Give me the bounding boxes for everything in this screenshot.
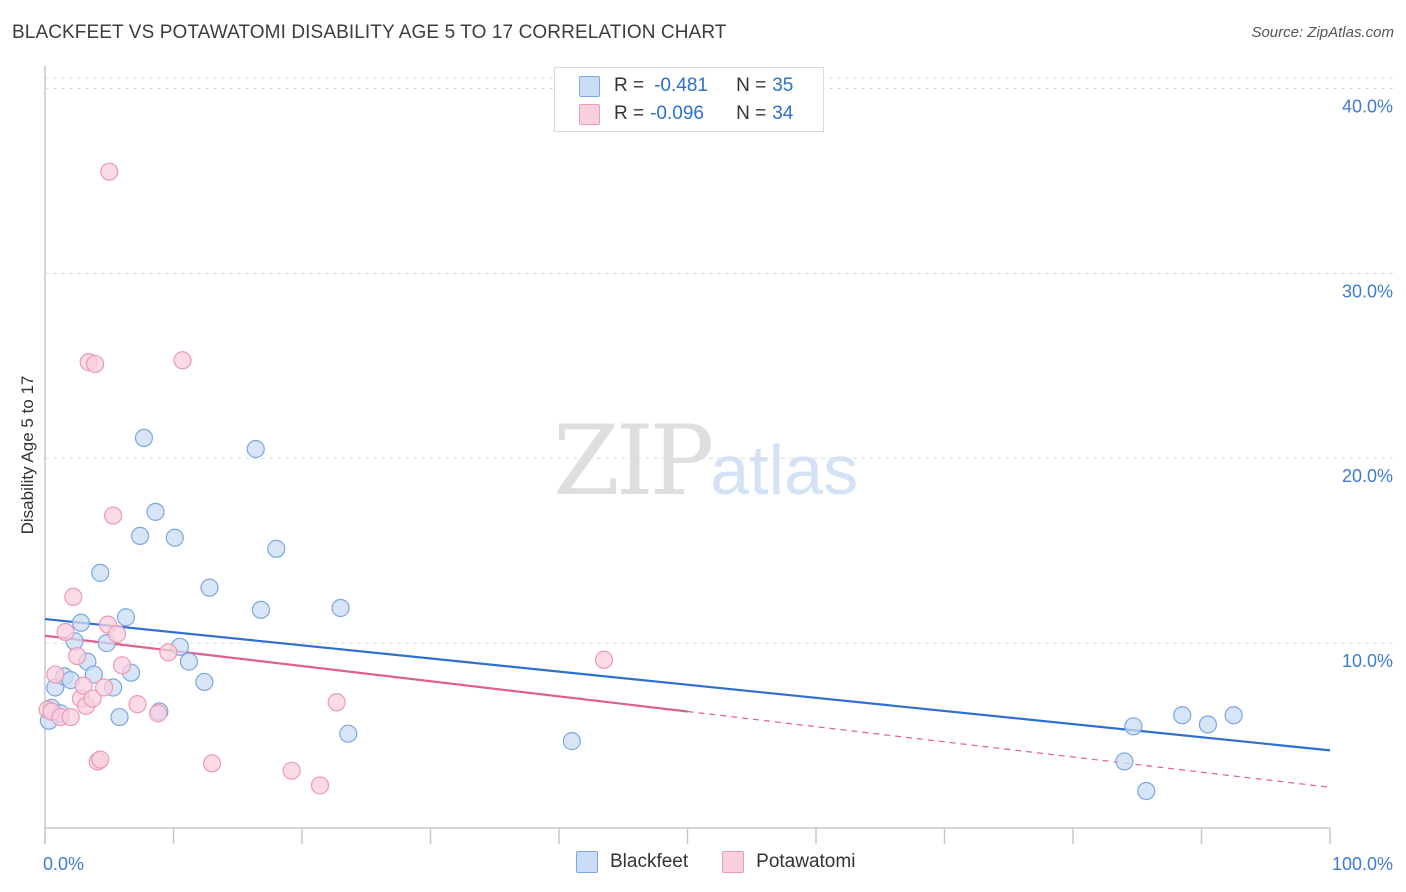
potawatomi-point xyxy=(56,622,75,642)
potawatomi-point xyxy=(95,678,114,697)
r-value: -0.481 xyxy=(654,75,708,96)
potawatomi-point xyxy=(173,351,192,370)
blackfeet-point xyxy=(1115,752,1134,771)
blackfeet-swatch xyxy=(579,75,600,97)
n-label: N = xyxy=(736,103,767,124)
legend-label: Blackfeet xyxy=(610,851,689,872)
potawatomi-point xyxy=(282,761,301,780)
n-value: 34 xyxy=(772,103,794,124)
blackfeet-point xyxy=(1224,706,1243,725)
blackfeet-point xyxy=(1198,715,1218,734)
watermark-zip: ZIP xyxy=(553,405,714,517)
r-label: R = xyxy=(614,75,645,96)
n-value: 35 xyxy=(772,75,794,96)
legend-item-potawatomi[interactable]: Potawatomi xyxy=(722,851,855,873)
potawatomi-point xyxy=(310,776,330,795)
blackfeet-point xyxy=(331,598,350,618)
legend-row-potawatomi: R = -0.096 N = 34 xyxy=(579,101,793,127)
potawatomi-point xyxy=(128,695,147,714)
gridlines xyxy=(45,77,1393,644)
source-label: Source: ZipAtlas.com xyxy=(1251,24,1394,41)
legend-row-blackfeet: R = -0.481 N = 35 xyxy=(579,73,793,99)
blackfeet-point xyxy=(1173,706,1192,725)
potawatomi-point xyxy=(148,704,168,723)
y-tick-label: 30.0% xyxy=(1342,281,1393,301)
tick-labels: 10.0% 20.0% 30.0% 40.0% 0.0% 100.0% xyxy=(43,96,1393,874)
blackfeet-point xyxy=(562,732,581,751)
r-value: -0.096 xyxy=(650,103,704,124)
blackfeet-point xyxy=(1137,781,1156,801)
watermark: ZIPatlas xyxy=(553,405,858,517)
blackfeet-point xyxy=(267,539,286,558)
potawatomi-point xyxy=(112,656,132,675)
blackfeet-point xyxy=(134,428,154,448)
potawatomi-trend-line xyxy=(44,634,688,713)
blackfeet-point xyxy=(110,707,129,727)
n-label: N = xyxy=(736,75,767,96)
blackfeet-point xyxy=(146,502,165,521)
blackfeet-point xyxy=(339,724,358,743)
legend-item-blackfeet[interactable]: Blackfeet xyxy=(576,851,688,873)
potawatomi-point xyxy=(74,676,93,695)
blackfeet-swatch xyxy=(576,851,598,873)
potawatomi-point xyxy=(594,650,614,669)
trend-lines xyxy=(44,617,1331,788)
potawatomi-point xyxy=(327,693,346,712)
blackfeet-trend-line xyxy=(44,617,1331,752)
series-legend: Blackfeet Potawatomi xyxy=(576,851,889,873)
potawatomi-swatch xyxy=(722,851,745,873)
blackfeet-point xyxy=(71,613,91,632)
potawatomi-swatch xyxy=(579,103,600,125)
blackfeet-point xyxy=(130,526,150,545)
y-tick-label: 20.0% xyxy=(1342,466,1393,486)
blackfeet-point xyxy=(116,608,136,627)
potawatomi-trend-line-extension xyxy=(687,710,1331,788)
blackfeet-point xyxy=(84,665,103,684)
potawatomi-point xyxy=(83,689,102,708)
blackfeet-point xyxy=(179,652,199,671)
blackfeet-point xyxy=(200,578,219,597)
chart-title: BLACKFEET VS POTAWATOMI DISABILITY AGE 5… xyxy=(12,22,727,43)
y-tick-label: 40.0% xyxy=(1342,96,1393,116)
blackfeet-point xyxy=(165,528,184,547)
y-tick-label: 10.0% xyxy=(1342,651,1393,671)
blackfeet-point xyxy=(195,672,214,692)
data-points xyxy=(38,162,1243,801)
potawatomi-point xyxy=(104,506,123,525)
x-tick-label: 0.0% xyxy=(43,854,84,874)
x-tick-label: 100.0% xyxy=(1332,854,1393,874)
potawatomi-point xyxy=(159,643,178,662)
r-label: R = xyxy=(614,103,645,124)
legend-label: Potawatomi xyxy=(756,851,856,872)
blackfeet-point xyxy=(246,439,265,459)
potawatomi-point xyxy=(61,707,80,727)
potawatomi-point xyxy=(100,162,119,181)
stats-legend: R = -0.481 N = 35 R = -0.096 N = 34 xyxy=(554,67,824,132)
potawatomi-point xyxy=(68,646,87,666)
blackfeet-point xyxy=(1124,717,1143,736)
potawatomi-point xyxy=(107,624,127,643)
potawatomi-point xyxy=(46,665,65,684)
potawatomi-point xyxy=(91,750,110,769)
potawatomi-point xyxy=(202,754,222,773)
potawatomi-point xyxy=(64,587,83,607)
watermark-atlas: atlas xyxy=(710,431,859,509)
potawatomi-point xyxy=(86,354,105,374)
blackfeet-point xyxy=(251,600,270,619)
blackfeet-point xyxy=(91,563,110,582)
